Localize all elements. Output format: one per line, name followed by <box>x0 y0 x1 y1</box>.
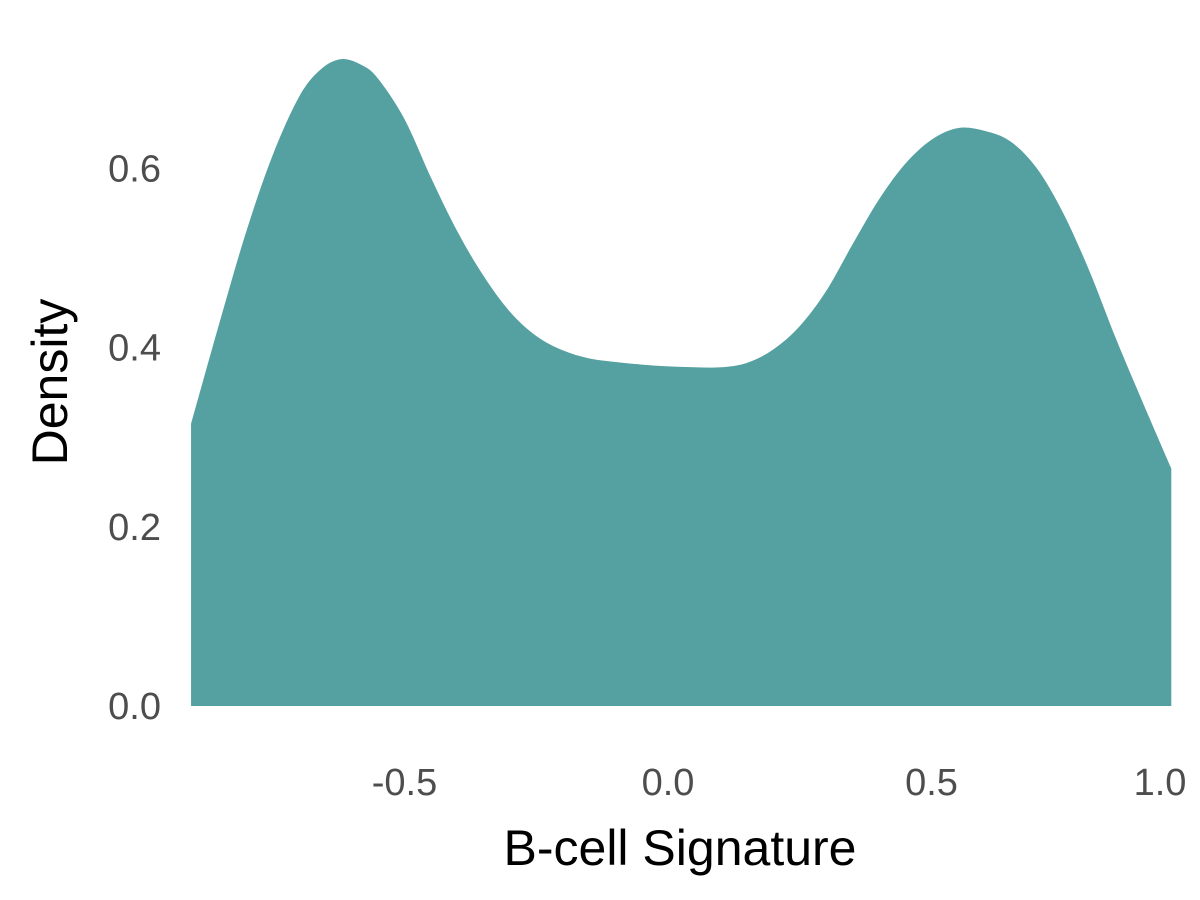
y-axis-ticks: 0.0 0.2 0.4 0.6 <box>108 148 161 728</box>
x-tick-label: 0.0 <box>642 762 695 804</box>
density-area <box>191 58 1172 706</box>
y-axis-title: Density <box>22 299 78 466</box>
y-tick-label: 0.2 <box>108 507 161 549</box>
plot-area <box>191 58 1172 706</box>
y-tick-label: 0.0 <box>108 686 161 728</box>
y-tick-label: 0.6 <box>108 148 161 190</box>
x-tick-label: -0.5 <box>372 762 437 804</box>
y-tick-label: 0.4 <box>108 328 161 370</box>
x-axis-ticks: -0.5 0.0 0.5 1.0 <box>372 762 1187 804</box>
x-tick-label: 0.5 <box>905 762 958 804</box>
x-tick-label: 1.0 <box>1134 762 1187 804</box>
x-axis-title: B-cell Signature <box>504 820 857 876</box>
